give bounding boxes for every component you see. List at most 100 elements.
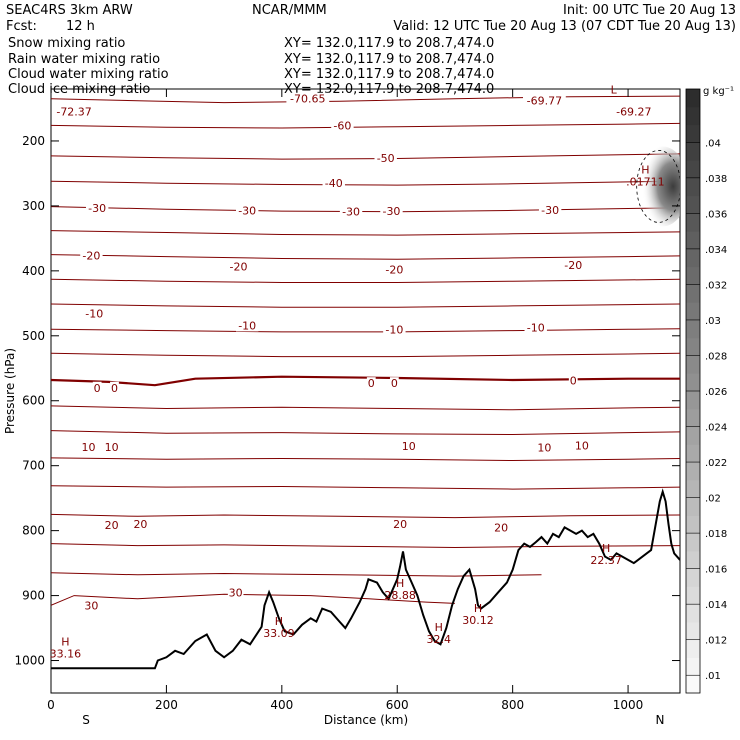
colorbar-tick-label: .028 [705, 351, 727, 362]
colorbar-swatch [686, 266, 700, 285]
y-tick-label: 600 [22, 394, 45, 408]
contour-label-bg [374, 151, 397, 164]
contour-label: -30 [382, 205, 400, 218]
contour-label: 20 [133, 518, 147, 531]
contour-label-bg [493, 521, 509, 534]
x-end-left: S [82, 713, 90, 727]
contour-line [51, 457, 680, 462]
y-tick-label: 700 [22, 459, 45, 473]
contour-label: -10 [527, 321, 545, 334]
contour-label-bg [389, 377, 399, 390]
contour-label-bg [286, 92, 330, 105]
contour-label: 0 [111, 382, 118, 395]
contour-label-bg [110, 381, 119, 394]
contour-label: -72.37 [56, 106, 91, 119]
extremum-value: .01711 [626, 175, 665, 188]
y-tick-label: 500 [22, 329, 45, 343]
contour-label: 30 [84, 599, 98, 612]
colorbar-swatch [686, 106, 700, 126]
contour-label-layer: -72.37 -70.65 -69.77 -69.27 -60 -50 -40 -30 -30 -… [52, 92, 656, 612]
extremum-mark: H [61, 636, 69, 649]
colorbar-tick-label: .018 [705, 529, 727, 540]
contour-line [51, 230, 680, 236]
field-xy-cloud-water: XY= 132.0,117.9 to 208.7,474.0 [284, 67, 494, 82]
x-tick-label: 800 [501, 698, 524, 712]
contour-label: 10 [105, 441, 119, 454]
colorbar-tick-label: .04 [705, 138, 721, 149]
cloud-ice-shading [636, 146, 680, 227]
contour-label: -20 [385, 264, 403, 277]
colorbar-swatch [686, 213, 700, 232]
colorbar-units: g kg⁻¹ [703, 86, 734, 97]
contour-label-bg [574, 439, 590, 452]
extremum-mark: H [602, 542, 610, 555]
colorbar-tick-label: .022 [705, 458, 727, 469]
colorbar-swatch [686, 426, 700, 445]
contour-label: -20 [564, 259, 582, 272]
contour-line [51, 153, 680, 160]
fcst-label: Fcst: [6, 19, 37, 34]
contour-label-bg [227, 586, 244, 599]
contour-label-bg [85, 201, 109, 214]
colorbar-swatch [686, 657, 700, 676]
contour-label: -69.27 [616, 106, 651, 119]
colorbar-swatch [686, 675, 700, 694]
colorbar: g kg⁻¹ .01 .012 .014 .016 .018 .02 .022 .024 .02… [685, 86, 734, 694]
colorbar-swatch [686, 319, 700, 339]
field-xy-snow: XY= 132.0,117.9 to 208.7,474.0 [284, 36, 494, 51]
plot-area: -72.37 -70.65 -69.77 -69.27 -60 -50 -40 -30 -30 -… [50, 83, 681, 694]
colorbar-swatch [686, 284, 700, 303]
extremum-mark: H [474, 602, 482, 615]
colorbar-tick-label: .03 [705, 316, 721, 327]
contour-label-bg [103, 518, 120, 531]
contour-line [51, 180, 680, 186]
contour-label: -10 [385, 323, 403, 336]
extremum-mark: H [275, 615, 283, 628]
contour-label: -30 [541, 204, 559, 217]
field-name-rain: Rain water mixing ratio [8, 52, 160, 67]
contour-label: -69.77 [527, 95, 562, 108]
contour-label-bg [80, 440, 97, 453]
extremum-mark: H [396, 577, 404, 590]
contour-label: 0 [391, 377, 398, 390]
x-axis-label: Distance (km) [324, 713, 408, 727]
contour-line [51, 375, 680, 387]
contour-label: 20 [105, 519, 119, 532]
contour-label-bg [83, 307, 106, 320]
colorbar-swatch [686, 195, 700, 214]
colorbar-swatch [686, 497, 700, 516]
contour-label-bg [92, 381, 102, 394]
extremum-mark: H [641, 163, 649, 176]
colorbar-swatch [686, 142, 700, 161]
colorbar-swatch [686, 248, 700, 268]
colorbar-tick-label: .024 [705, 423, 727, 434]
contour-label: -30 [342, 206, 360, 219]
colorbar-swatch [686, 479, 700, 499]
contour-label-bg [522, 94, 566, 107]
colorbar-swatch [686, 124, 700, 143]
contour-label-bg [383, 323, 406, 336]
contour-label-bg [83, 599, 100, 612]
colorbar-tick-label: .034 [705, 245, 727, 256]
colorbar-swatch [686, 373, 700, 392]
contour-label-bg [392, 518, 408, 531]
contour-label-bg [562, 259, 585, 272]
x-tick-label: 600 [386, 698, 409, 712]
colorbar-swatch [686, 177, 700, 197]
contour-label-bg [380, 205, 403, 218]
x-tick-label: 200 [155, 698, 178, 712]
contour-label: -10 [238, 319, 256, 332]
contour-label-bg [331, 119, 354, 132]
contour-label: 20 [393, 518, 407, 531]
colorbar-swatch [686, 160, 700, 179]
fcst-value: 12 h [66, 19, 95, 34]
contour-label: -60 [333, 119, 351, 132]
colorbar-tick-label: .01 [705, 671, 721, 682]
extremum-value: 28.88 [384, 589, 416, 602]
contour-label-bg [227, 260, 250, 273]
contour-label-bg [322, 177, 345, 190]
contour-line [51, 513, 680, 519]
field-name-cloud-water: Cloud water mixing ratio [8, 67, 169, 82]
y-tick-label: 300 [22, 199, 45, 213]
